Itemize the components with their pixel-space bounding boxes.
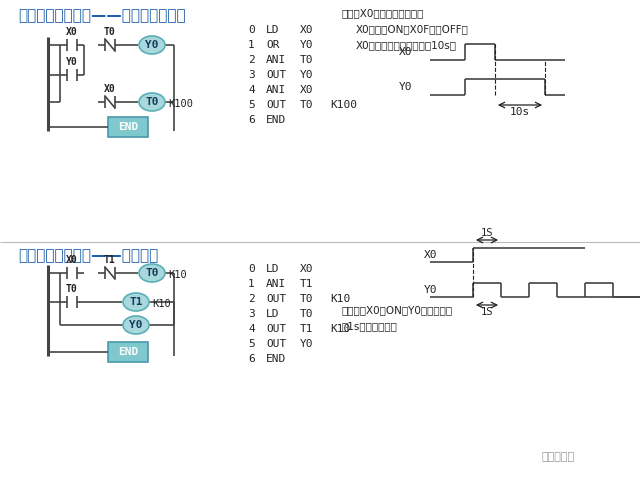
- Text: 1S: 1S: [481, 307, 493, 317]
- Text: T0: T0: [300, 100, 314, 110]
- Text: ANI: ANI: [266, 279, 286, 289]
- Text: T0: T0: [145, 97, 159, 107]
- Text: T1: T1: [300, 324, 314, 334]
- Text: 10s: 10s: [510, 107, 530, 117]
- Text: 1: 1: [248, 279, 255, 289]
- Text: 我是大侯哥: 我是大侯哥: [542, 452, 575, 462]
- Ellipse shape: [123, 293, 149, 311]
- Text: Y0: Y0: [129, 320, 143, 330]
- Text: OUT: OUT: [266, 100, 286, 110]
- Text: 3: 3: [248, 309, 255, 319]
- Ellipse shape: [139, 93, 165, 111]
- Text: Y0: Y0: [66, 57, 78, 67]
- Text: OR: OR: [266, 40, 280, 50]
- Text: 3: 3: [248, 70, 255, 80]
- Text: 1: 1: [248, 40, 255, 50]
- Text: OUT: OUT: [266, 339, 286, 349]
- Text: K100: K100: [330, 100, 357, 110]
- Ellipse shape: [139, 36, 165, 54]
- Text: 例：时间顺序控制——延时断开定时器: 例：时间顺序控制——延时断开定时器: [18, 8, 186, 23]
- Text: END: END: [266, 354, 286, 364]
- Text: Y0: Y0: [300, 339, 314, 349]
- Text: OUT: OUT: [266, 324, 286, 334]
- Text: T0: T0: [66, 284, 78, 294]
- Text: X0: X0: [424, 250, 437, 260]
- Text: 隔1s的震荡脉冲。: 隔1s的震荡脉冲。: [342, 321, 398, 331]
- Text: 0: 0: [248, 25, 255, 35]
- Text: END: END: [266, 115, 286, 125]
- Text: ANI: ANI: [266, 55, 286, 65]
- Text: Y0: Y0: [424, 285, 437, 295]
- Text: 例：时间顺序控制——震荡电路: 例：时间顺序控制——震荡电路: [18, 248, 158, 263]
- Text: X0: X0: [300, 25, 314, 35]
- Ellipse shape: [123, 316, 149, 334]
- Text: 0: 0: [248, 264, 255, 274]
- Text: Y0: Y0: [145, 40, 159, 50]
- Text: T1: T1: [129, 297, 143, 307]
- Text: T0: T0: [300, 294, 314, 304]
- Text: 2: 2: [248, 55, 255, 65]
- Text: X0: X0: [104, 84, 116, 94]
- Text: T0: T0: [145, 268, 159, 278]
- Text: ANI: ANI: [266, 85, 286, 95]
- Text: 2: 2: [248, 294, 255, 304]
- Text: Y0: Y0: [300, 70, 314, 80]
- Text: X0按下为ON，X0F非为OFF；: X0按下为ON，X0F非为OFF；: [356, 24, 469, 34]
- Text: K100: K100: [168, 99, 193, 109]
- Text: T0: T0: [300, 55, 314, 65]
- Text: 5: 5: [248, 339, 255, 349]
- Text: 6: 6: [248, 115, 255, 125]
- Text: T1: T1: [104, 255, 116, 265]
- Text: K10: K10: [330, 324, 350, 334]
- Text: LD: LD: [266, 25, 280, 35]
- Text: 6: 6: [248, 354, 255, 364]
- Text: OUT: OUT: [266, 294, 286, 304]
- Text: X0: X0: [66, 255, 78, 265]
- Text: LD: LD: [266, 309, 280, 319]
- FancyBboxPatch shape: [108, 342, 148, 362]
- Text: Y0: Y0: [399, 82, 412, 92]
- Text: Y0: Y0: [300, 40, 314, 50]
- Text: 4: 4: [248, 85, 255, 95]
- FancyBboxPatch shape: [108, 117, 148, 137]
- Text: X0: X0: [300, 264, 314, 274]
- Text: K10: K10: [330, 294, 350, 304]
- Text: X0: X0: [399, 47, 412, 57]
- Text: 说明：当X0为ON，Y0输出时间间: 说明：当X0为ON，Y0输出时间间: [342, 305, 453, 315]
- Text: 说明：X0脉宽为接键时间；: 说明：X0脉宽为接键时间；: [342, 8, 424, 18]
- Text: 5: 5: [248, 100, 255, 110]
- Text: X0: X0: [300, 85, 314, 95]
- Text: X0断开回位后才开始延时10s。: X0断开回位后才开始延时10s。: [356, 40, 457, 50]
- Text: 1S: 1S: [481, 228, 493, 238]
- Text: OUT: OUT: [266, 70, 286, 80]
- Text: X0: X0: [66, 27, 78, 37]
- Text: END: END: [118, 122, 138, 132]
- Text: 4: 4: [248, 324, 255, 334]
- Text: END: END: [118, 347, 138, 357]
- Text: K10: K10: [152, 299, 171, 309]
- Text: LD: LD: [266, 264, 280, 274]
- Text: T1: T1: [300, 279, 314, 289]
- Text: T0: T0: [104, 27, 116, 37]
- Ellipse shape: [139, 264, 165, 282]
- Text: K10: K10: [168, 270, 187, 280]
- Text: T0: T0: [300, 309, 314, 319]
